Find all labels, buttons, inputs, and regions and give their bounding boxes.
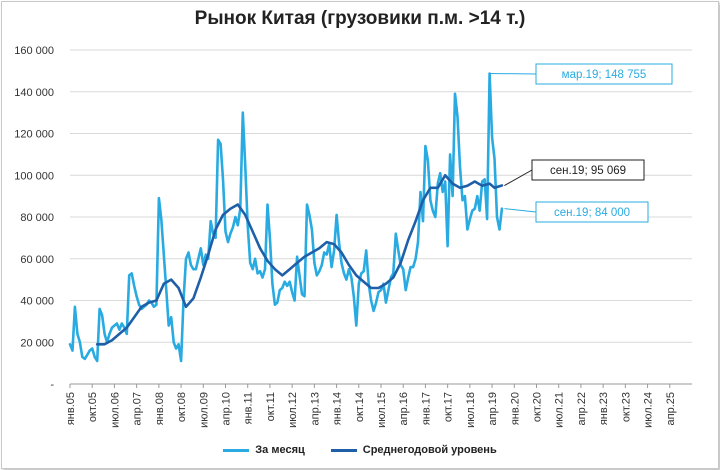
x-tick-label: окт.11: [265, 392, 277, 421]
x-tick-label: окт.20: [532, 392, 544, 422]
x-tick-label: янв.20: [509, 392, 521, 425]
y-tick-label: 40 000: [20, 296, 54, 308]
x-tick-label: окт.08: [176, 392, 188, 422]
legend: За месяц Среднегодовой уровень: [0, 444, 720, 456]
legend-item-monthly: За месяц: [223, 444, 305, 456]
callout-leader: [504, 208, 537, 213]
legend-item-average: Среднегодовой уровень: [330, 444, 497, 456]
x-tick-label: апр.07: [132, 392, 144, 425]
x-tick-label: апр.25: [665, 392, 677, 425]
x-tick-label: янв.23: [598, 392, 610, 425]
gridlines: [70, 49, 692, 385]
legend-swatch-average: [330, 448, 357, 452]
callout-leader: [489, 72, 537, 75]
x-tick-label: янв.14: [332, 392, 344, 425]
y-tick-label: 160 000: [14, 45, 54, 57]
series-monthly-line: [68, 72, 504, 363]
series-average-line: [95, 174, 504, 346]
x-tick-label: окт.14: [354, 392, 366, 422]
callout-leader: [504, 169, 533, 186]
y-tick-label: 60 000: [20, 254, 54, 266]
x-tick-label: июл.15: [376, 392, 388, 428]
callout-label: сен.19; 84 000: [554, 207, 630, 219]
x-tick-label: янв.11: [243, 392, 255, 424]
y-tick-label: 20 000: [20, 337, 54, 349]
callout-box: [535, 201, 649, 223]
x-tick-label: апр.10: [221, 392, 233, 425]
y-axis-ticks: - 20 000 40 000 60 000 80 000 100 000 120 000 1…: [14, 45, 54, 391]
y-tick-label: 80 000: [20, 212, 54, 224]
callout-label: сен.19; 95 069: [550, 165, 626, 177]
x-tick-label: янв.05: [65, 392, 77, 425]
x-tick-label: июл.12: [287, 392, 299, 428]
x-tick-label: окт.05: [87, 392, 99, 422]
callout-box: [535, 63, 673, 85]
x-tick-label: июл.18: [465, 392, 477, 428]
legend-label-average: Среднегодовой уровень: [362, 444, 497, 456]
x-tick-label: апр.19: [487, 392, 499, 425]
y-tick-label: 140 000: [14, 87, 54, 99]
x-tick-label: янв.17: [420, 392, 432, 425]
y-tick-label: 100 000: [14, 170, 54, 182]
legend-swatch-monthly: [223, 448, 250, 452]
x-tick-label: апр.16: [398, 392, 410, 425]
x-axis-ticks: янв.05 окт.05 июл.06 апр.07 янв.08 окт.08 июл.…: [65, 384, 677, 428]
x-tick-label: июл.06: [109, 392, 121, 428]
legend-label-monthly: За месяц: [255, 444, 305, 456]
x-tick-label: янв.08: [154, 392, 166, 425]
y-tick-label: -: [50, 379, 54, 391]
x-tick-label: окт.17: [443, 392, 455, 422]
chart-title: Рынок Китая (грузовики п.м. >14 т.): [194, 8, 526, 29]
x-tick-label: апр.22: [576, 392, 588, 425]
callout-box: [531, 159, 645, 181]
x-tick-label: окт.23: [620, 392, 632, 422]
y-tick-label: 120 000: [14, 129, 54, 141]
series-lines: [68, 72, 504, 363]
x-tick-label: апр.13: [309, 392, 321, 425]
callout-label: мар.19; 148 755: [562, 69, 647, 81]
x-tick-label: июл.24: [643, 392, 655, 428]
callouts: мар.19; 148 755 сен.19; 95 069 сен.19; 84 …: [489, 63, 673, 223]
x-tick-label: июл.09: [198, 392, 210, 428]
x-tick-label: июл.21: [554, 392, 566, 428]
